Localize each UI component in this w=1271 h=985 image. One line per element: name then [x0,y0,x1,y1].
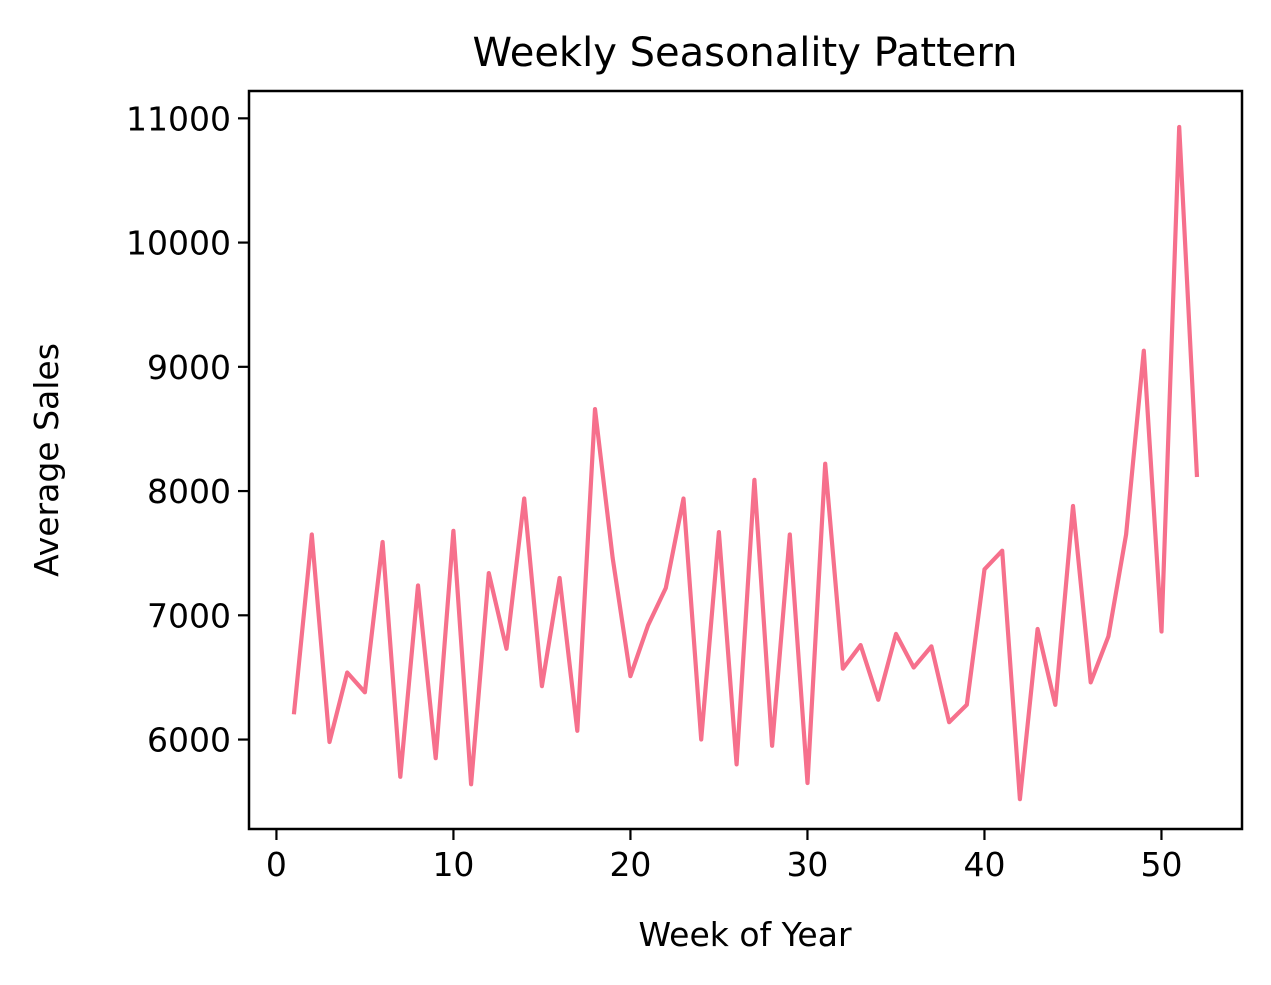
x-tick-label: 50 [1140,845,1182,884]
x-axis: 0 10 20 30 40 50 [266,829,1182,884]
y-tick-label: 7000 [147,596,231,635]
y-tick-label: 9000 [147,348,231,387]
x-tick-label: 20 [609,845,651,884]
x-tick-label: 10 [432,845,474,884]
y-tick-label: 11000 [126,99,231,138]
x-axis-label: Week of Year [638,915,851,954]
chart-title-group: Weekly Seasonality Pattern [473,30,1018,76]
x-tick-label: 30 [786,845,828,884]
plot-frame [247,89,1244,831]
series-layer [291,124,1200,802]
y-tick-label: 8000 [147,472,231,511]
x-tick-label: 0 [266,845,287,884]
y-tick-label: 6000 [147,721,231,760]
y-axis-label: Average Sales [27,343,66,577]
x-tick-label: 40 [963,845,1005,884]
y-axis: 6000 7000 8000 9000 10000 11000 [126,99,249,760]
series-line [291,124,1200,802]
chart-title: Weekly Seasonality Pattern [473,30,1018,76]
y-tick-label: 10000 [126,224,231,263]
